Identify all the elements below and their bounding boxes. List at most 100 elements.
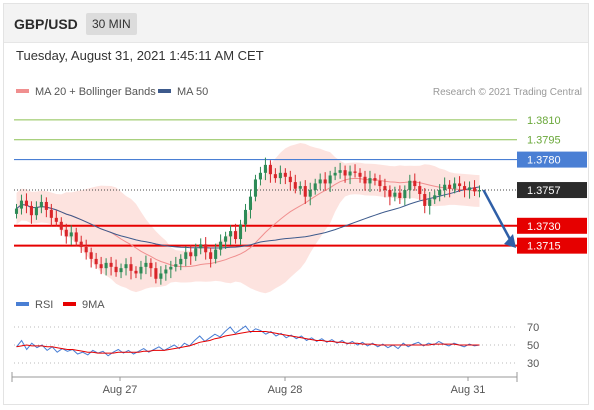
currency-pair: GBP/USD <box>14 16 78 32</box>
rsi-ma-line <box>16 331 480 354</box>
candle-body <box>263 164 267 173</box>
candle-body <box>363 176 367 184</box>
candle-body <box>383 186 387 191</box>
candle-body <box>184 252 188 259</box>
candle-body <box>248 196 253 210</box>
candle-body <box>433 195 437 200</box>
last-price-label-bg <box>517 182 587 199</box>
candle-body <box>258 172 262 180</box>
candle-body <box>423 194 427 206</box>
candle-body <box>373 178 377 181</box>
candle-body <box>159 273 163 279</box>
candle-body <box>338 170 342 173</box>
candle-body <box>39 201 43 208</box>
candle-body <box>477 190 482 192</box>
resistance-label: 1.3795 <box>527 135 561 147</box>
candle-body <box>49 209 53 218</box>
forecast-arrow-head <box>504 234 516 249</box>
candle-body <box>458 183 462 187</box>
candle-body <box>278 172 282 179</box>
candle-body <box>144 262 148 267</box>
ma20-legend-label: MA 20 + Bollinger Bands <box>35 86 156 98</box>
candle-body <box>154 268 158 279</box>
candle-body <box>64 229 68 237</box>
candle-body <box>124 264 128 269</box>
candle-body <box>293 182 297 189</box>
ma50-line <box>16 186 480 249</box>
rsi-legend-swatch <box>16 302 29 306</box>
candle-body <box>253 179 258 197</box>
candle-body <box>323 179 327 184</box>
rsi-ma-legend-swatch <box>63 302 76 306</box>
support-label: 1.3730 <box>527 221 561 233</box>
candle-body <box>398 192 402 198</box>
candle-body <box>194 248 198 257</box>
candle-body <box>134 270 138 274</box>
timestamp: Tuesday, August 31, 2021 1:45:11 AM CET <box>16 48 264 63</box>
candle-body <box>443 184 447 191</box>
candle-body <box>472 187 477 192</box>
candle-body <box>378 180 382 187</box>
candle-body <box>393 192 397 197</box>
candle-body <box>238 224 243 240</box>
candle-body <box>219 241 223 250</box>
rsi-tick-label: 50 <box>527 340 539 352</box>
candle-body <box>418 186 422 195</box>
candle-body <box>119 268 123 273</box>
last-price-label: 1.3757 <box>527 185 561 197</box>
rsi-tick-label: 70 <box>527 322 539 334</box>
candle-body <box>353 171 357 173</box>
candle-body <box>139 266 143 274</box>
candle-body <box>268 164 272 175</box>
candle-body <box>99 264 103 269</box>
credit-text: Research © 2021 Trading Central <box>433 87 582 98</box>
candle-body <box>224 236 228 242</box>
candle-body <box>204 244 208 253</box>
resistance-label: 1.3810 <box>527 115 561 127</box>
candle-body <box>199 244 203 249</box>
bollinger-band <box>16 143 480 294</box>
candle-body <box>94 258 98 265</box>
candle-body <box>129 264 133 271</box>
candle-body <box>438 190 442 196</box>
pivot-label-bg <box>517 151 587 168</box>
rsi-line <box>16 325 480 357</box>
rsi-legend-label: RSI <box>35 299 53 311</box>
candle-body <box>179 258 183 265</box>
candle-body <box>413 180 417 187</box>
candle-body <box>79 241 83 247</box>
candle-body <box>209 252 213 259</box>
candle-body <box>174 264 178 267</box>
chart-header: GBP/USD 30 MIN <box>4 4 588 43</box>
x-axis-tick-label: Aug 28 <box>268 384 303 396</box>
candle-body <box>104 262 108 269</box>
rsi-ma-legend-label: 9MA <box>82 299 105 311</box>
candle-body <box>333 172 337 176</box>
pivot-label: 1.3780 <box>527 155 561 167</box>
candle-body <box>229 231 233 237</box>
candle-body <box>149 262 153 269</box>
candle-body <box>328 175 332 184</box>
candle-body <box>313 183 317 191</box>
candle-body <box>448 184 452 189</box>
candle-body <box>468 187 472 191</box>
rsi-tick-label: 30 <box>527 358 539 370</box>
x-axis-tick-label: Aug 31 <box>451 384 486 396</box>
candle-body <box>24 200 28 206</box>
candle-body <box>408 180 412 191</box>
candle-body <box>169 266 173 270</box>
candle-body <box>109 262 113 267</box>
candle-body <box>74 232 78 242</box>
candle-body <box>234 231 238 240</box>
candle-body <box>54 217 58 222</box>
x-axis-tick-label: Aug 27 <box>103 384 138 396</box>
candle-body <box>303 186 307 197</box>
timeframe-badge[interactable]: 30 MIN <box>86 13 137 35</box>
candle-body <box>214 249 218 259</box>
candle-body <box>298 186 302 189</box>
candle-body <box>283 172 287 177</box>
candle-body <box>89 252 93 259</box>
candle-body <box>84 246 88 253</box>
candle-body <box>34 207 38 216</box>
